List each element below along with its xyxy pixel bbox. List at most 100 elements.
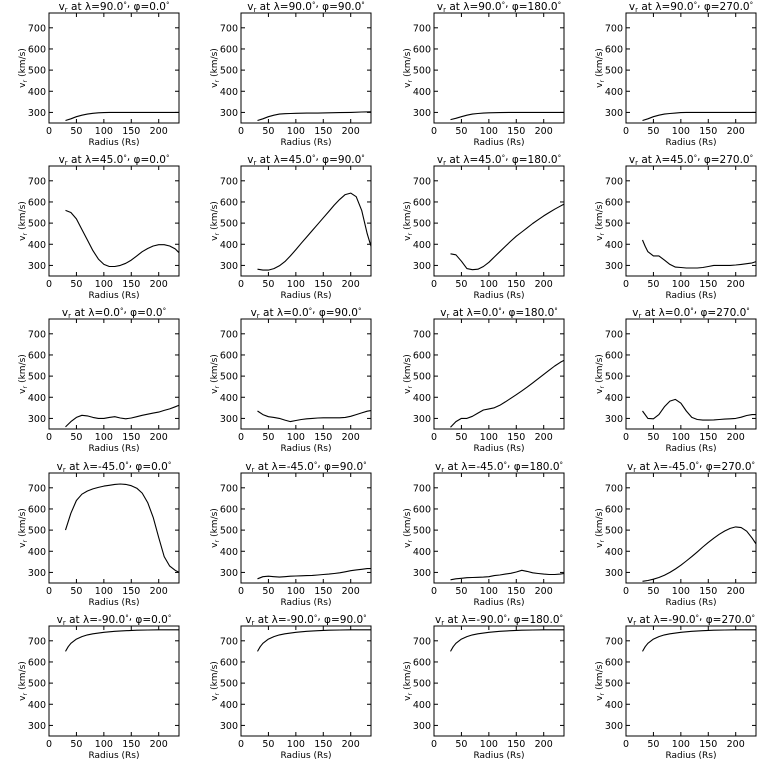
x-tick-label: 200	[535, 126, 553, 137]
y-tick-label: 600	[28, 350, 46, 361]
title-sub: r	[441, 466, 444, 474]
ylabel-unit: (km/s)	[403, 354, 413, 383]
title-deg: °	[314, 461, 318, 469]
subplot-title: vr at λ=-45.0°, φ=180.0°	[435, 458, 563, 474]
x-tick-label: 150	[122, 739, 140, 750]
title-deg: °	[694, 154, 698, 162]
y-tick-label: 600	[413, 657, 431, 668]
plot-frame	[625, 165, 757, 277]
title-sym: v	[627, 614, 633, 626]
title-sub: r	[252, 619, 255, 627]
title-sym: v	[245, 614, 251, 626]
ylabel-sub: r	[406, 539, 414, 542]
ylabel-sub: r	[406, 232, 414, 235]
x-axis-label: Radius (Rs)	[473, 751, 524, 761]
ylabel-unit: (km/s)	[210, 48, 220, 77]
title-at: at	[68, 154, 85, 166]
x-axis-label: Radius (Rs)	[88, 138, 139, 148]
title-deg: °	[309, 307, 313, 315]
title-phi: φ	[319, 307, 326, 319]
title-sym: v	[629, 1, 635, 13]
title-deg: °	[120, 307, 124, 315]
x-tick-label: 150	[699, 126, 717, 137]
x-axis-label: Radius (Rs)	[473, 291, 524, 301]
x-tick-label: 200	[727, 739, 745, 750]
plot-frame	[48, 12, 180, 124]
title-separator: ,	[699, 458, 706, 470]
x-axis-label: Radius (Rs)	[280, 444, 331, 454]
title-phi-val: =90.0	[329, 1, 361, 13]
title-lam-val: =-45.0	[89, 461, 125, 473]
title-sub: r	[63, 466, 66, 474]
ylabel-sym: v	[18, 82, 28, 88]
subplot: vr at λ=90.0°, φ=180.0°0 50 100 150 20030040…	[403, 0, 565, 148]
title-sub: r	[633, 619, 636, 627]
title-deg: °	[166, 154, 170, 162]
data-line	[641, 239, 757, 269]
y-tick-label: 500	[413, 219, 431, 230]
y-tick-label: 400	[28, 240, 46, 251]
title-lam: λ	[461, 614, 467, 626]
title-lam: λ	[272, 614, 278, 626]
x-axis-label: Radius (Rs)	[88, 291, 139, 301]
title-at: at	[449, 307, 466, 319]
ylabel-sub: r	[21, 385, 29, 388]
title-at: at	[256, 1, 273, 13]
title-phi: φ	[130, 307, 137, 319]
title-lam: λ	[655, 1, 661, 13]
y-tick-label: 500	[413, 679, 431, 690]
x-tick-label: 0	[238, 432, 244, 443]
x-tick-label: 100	[287, 432, 305, 443]
y-tick-label: 700	[220, 176, 238, 187]
ylabel-unit: (km/s)	[595, 354, 605, 383]
y-tick-label: 600	[605, 197, 623, 208]
title-sym: v	[59, 154, 65, 166]
title-at: at	[636, 614, 653, 626]
y-tick-label: 500	[220, 679, 238, 690]
subplot: vr at λ=45.0°, φ=0.0°0 50 100 150 2003004005…	[18, 151, 180, 301]
title-separator: ,	[694, 304, 701, 316]
y-tick-label: 700	[605, 636, 623, 647]
plot-frame	[433, 165, 565, 277]
ylabel-sym: v	[595, 82, 605, 88]
ylabel-unit: (km/s)	[595, 48, 605, 77]
y-tick-label: 500	[605, 372, 623, 383]
y-axis-label: vr (km/s)	[595, 48, 606, 88]
data-line	[65, 404, 180, 428]
title-sub: r	[443, 6, 446, 14]
title-deg: °	[696, 461, 700, 469]
ylabel-sym: v	[403, 82, 413, 88]
y-axis-label: vr (km/s)	[18, 354, 29, 394]
title-deg: °	[750, 1, 754, 9]
y-tick-label: 700	[605, 176, 623, 187]
ylabel-sub: r	[598, 385, 606, 388]
subplot: vr at λ=0.0°, φ=0.0°0 50 100 150 20030040050…	[18, 304, 180, 454]
x-tick-label: 0	[623, 432, 629, 443]
x-tick-label: 200	[342, 586, 360, 597]
x-tick-label: 100	[480, 739, 498, 750]
x-axis-label: Radius (Rs)	[665, 751, 716, 761]
x-tick-label: 0	[46, 279, 52, 290]
title-phi-val: =270.0	[713, 614, 752, 626]
title-deg: °	[558, 154, 562, 162]
title-deg: °	[125, 614, 129, 622]
title-sym: v	[59, 1, 65, 13]
y-axis-label: vr (km/s)	[18, 201, 29, 241]
title-phi-val: =0.0	[137, 307, 163, 319]
x-axis-label: Radius (Rs)	[280, 138, 331, 148]
y-tick-label: 500	[413, 372, 431, 383]
y-tick-label: 500	[220, 372, 238, 383]
title-phi: φ	[512, 154, 519, 166]
y-tick-label: 400	[220, 87, 238, 98]
title-phi-val: =90.0	[331, 461, 363, 473]
subplot-title: vr at λ=-45.0°, φ=270.0°	[627, 458, 755, 474]
title-separator: ,	[502, 304, 509, 316]
title-at: at	[68, 1, 85, 13]
x-tick-label: 200	[150, 586, 168, 597]
x-tick-label: 150	[507, 432, 525, 443]
title-at: at	[66, 614, 83, 626]
x-tick-label: 100	[95, 739, 113, 750]
title-sub: r	[633, 466, 636, 474]
title-sub: r	[252, 466, 255, 474]
